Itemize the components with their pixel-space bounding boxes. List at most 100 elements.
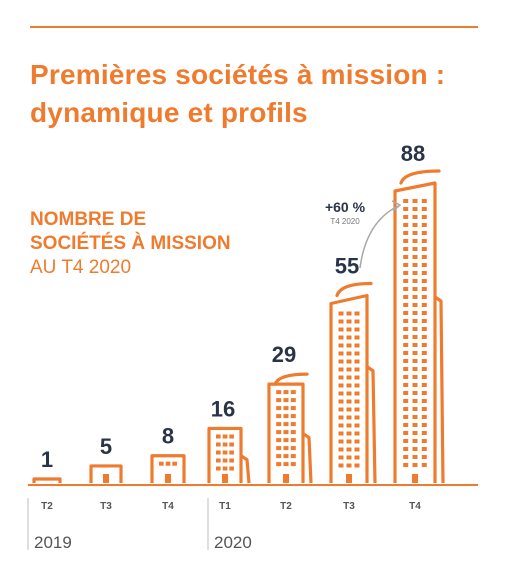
window [283, 446, 289, 451]
window [403, 351, 409, 355]
value-label: 1 [41, 447, 53, 472]
window [346, 327, 352, 332]
window [354, 343, 360, 348]
window [165, 461, 171, 466]
window [346, 455, 352, 460]
window [276, 438, 282, 443]
window [338, 383, 344, 388]
window [346, 319, 352, 324]
window [421, 439, 427, 443]
window [403, 399, 409, 403]
window [222, 466, 228, 471]
window [290, 398, 296, 403]
window [421, 319, 427, 323]
window [403, 271, 409, 275]
window [412, 239, 418, 243]
window [403, 239, 409, 243]
window [159, 461, 164, 466]
window [354, 399, 360, 404]
window [421, 463, 427, 467]
door [283, 474, 289, 483]
door [103, 474, 109, 483]
annex-outline [366, 365, 377, 484]
window [421, 311, 427, 315]
window [346, 407, 352, 412]
window [338, 335, 344, 340]
quarter-label: T2 [41, 501, 53, 512]
window [338, 311, 344, 316]
window [354, 375, 360, 380]
window [421, 415, 427, 419]
window [276, 390, 282, 395]
window [421, 327, 427, 331]
window [412, 399, 418, 403]
window [354, 423, 360, 428]
window [354, 327, 360, 332]
window [338, 399, 344, 404]
window [403, 287, 409, 291]
chart-bar-1: 1 T2 [32, 447, 62, 512]
window [338, 367, 344, 372]
window [421, 343, 427, 347]
window [421, 423, 427, 427]
window [338, 351, 344, 356]
window [403, 407, 409, 411]
window [421, 455, 427, 459]
window [290, 414, 296, 419]
window [412, 255, 418, 259]
window [421, 247, 427, 251]
window [338, 431, 344, 436]
growth-annotation-subtext: T4 2020 [330, 217, 360, 226]
chart-subtitle: NOMBRE DE SOCIÉTÉS À MISSION AU T4 2020 [30, 208, 231, 280]
window [354, 415, 360, 420]
window [283, 422, 289, 427]
window [276, 422, 282, 427]
window [290, 406, 296, 411]
building-outline [150, 454, 186, 483]
window [412, 359, 418, 363]
window [346, 351, 352, 356]
window [412, 367, 418, 371]
window [172, 461, 177, 466]
window [421, 383, 427, 387]
window [421, 239, 427, 243]
window [421, 359, 427, 363]
window [346, 391, 352, 396]
window [421, 255, 427, 259]
window [216, 466, 221, 471]
window [354, 391, 360, 396]
window [412, 463, 418, 467]
window [403, 383, 409, 387]
window [229, 442, 234, 447]
window [229, 450, 234, 455]
window [222, 442, 228, 447]
window [412, 407, 418, 411]
growth-arrow [359, 205, 399, 269]
window [338, 391, 344, 396]
window [403, 263, 409, 267]
window [283, 438, 289, 443]
window [283, 406, 289, 411]
window [276, 414, 282, 419]
window [338, 439, 344, 444]
window [403, 431, 409, 435]
window [354, 447, 360, 452]
quarter-label: T3 [343, 501, 355, 512]
window [403, 343, 409, 347]
window [421, 407, 427, 411]
growth-arrow-head [391, 200, 402, 212]
window [283, 414, 289, 419]
window [338, 319, 344, 324]
window [216, 458, 221, 463]
window [412, 287, 418, 291]
window [338, 327, 344, 332]
window [421, 215, 427, 219]
window [354, 335, 360, 340]
top-divider [30, 26, 478, 28]
window [354, 455, 360, 460]
value-label: 5 [100, 434, 112, 459]
window [403, 391, 409, 395]
window [222, 434, 228, 439]
value-label: 16 [211, 396, 235, 421]
window [421, 447, 427, 451]
